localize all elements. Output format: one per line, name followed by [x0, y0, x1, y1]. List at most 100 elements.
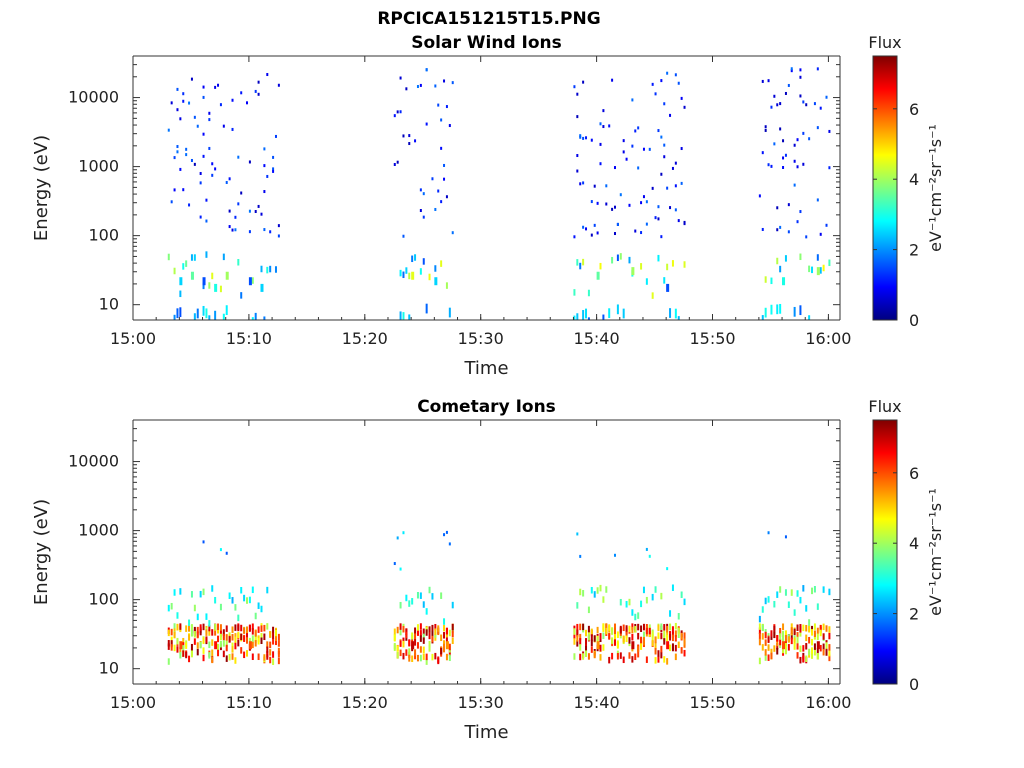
spectrum-cell [669, 623, 672, 631]
spectrum-cell [602, 644, 605, 651]
spectrum-cell [225, 655, 228, 662]
spectrum-cell [396, 645, 399, 652]
spectrum-cell [396, 160, 399, 164]
spectrum-cell [593, 635, 596, 642]
spectrum-cell [657, 656, 660, 663]
data-layer [167, 530, 831, 665]
spectrum-cell [764, 276, 767, 283]
spectrum-cell [582, 310, 585, 320]
spectrum-cell [799, 624, 802, 631]
spectrum-cell [234, 657, 237, 664]
spectrum-cell [211, 656, 214, 664]
spectrum-cell [170, 602, 173, 610]
spectrum-cell [419, 592, 422, 599]
spectrum-cell [683, 632, 686, 639]
spectrum-cell [222, 633, 225, 641]
spectrum-cell [799, 305, 802, 316]
spectrum-cell [808, 636, 811, 644]
spectrum-cell [663, 155, 666, 159]
spectrum-cell [605, 202, 608, 206]
spectrum-cell [590, 200, 593, 204]
spectrum-cell [645, 278, 648, 285]
cluster-3 [758, 67, 831, 320]
data-cell [411, 641, 415, 650]
spectrum-cell [637, 632, 640, 640]
spectrum-cell [434, 652, 437, 660]
spectrum-cell [396, 536, 399, 540]
spectrum-cell [246, 597, 249, 604]
spectrum-cell [228, 209, 231, 213]
spectrum-cell [272, 651, 275, 658]
spectrum-cell [231, 597, 234, 604]
spectrum-cell [243, 627, 246, 634]
spectrum-cell [674, 653, 677, 661]
spectrum-cell [813, 623, 816, 630]
spectrum-cell [596, 636, 599, 644]
spectrum-cell [193, 631, 196, 638]
spectrum-cell [651, 639, 654, 647]
spectrum-cell [182, 637, 185, 645]
spectrum-cell [443, 632, 446, 639]
spectrum-cell [419, 268, 422, 275]
spectrum-cell [683, 649, 686, 657]
spectrum-cell [205, 198, 208, 202]
spectrum-cell [193, 638, 196, 645]
spectrum-cell [176, 646, 179, 653]
spectrum-cell [199, 171, 202, 175]
spectrum-cell [185, 153, 188, 157]
spectrum-cell [176, 623, 179, 631]
spectrum-cell [784, 255, 787, 262]
spectrum-cell [587, 289, 590, 297]
spectrum-cell [399, 649, 402, 657]
spectrum-cell [796, 590, 799, 597]
spectrum-cell [196, 648, 199, 656]
spectrum-cell [761, 633, 764, 640]
spectrum-cell [634, 229, 637, 233]
spectrum-cell [399, 623, 402, 630]
spectrum-cell [613, 205, 616, 209]
spectrum-cell [764, 128, 767, 132]
spectrum-cell [399, 269, 402, 277]
spectrum-cell [199, 590, 202, 598]
spectrum-cell [767, 644, 770, 651]
spectrum-cell [660, 79, 663, 83]
spectrum-cell [582, 181, 585, 185]
spectrum-cell [579, 134, 582, 138]
spectrum-cell [448, 307, 451, 318]
spectrum-cell [761, 315, 764, 320]
spectrum-cell [251, 635, 254, 642]
colorbar: 0 2 4 6 Flux eV⁻¹cm⁻²sr⁻¹s⁻¹ [868, 33, 945, 330]
spectrum-cell [805, 643, 808, 650]
spectrum-cell [784, 589, 787, 596]
spectrum-cell [811, 587, 814, 595]
spectrum-cell [208, 620, 211, 627]
spectrum-cell [199, 624, 202, 631]
spectrum-cell [269, 649, 272, 656]
spectrum-cell [790, 623, 793, 630]
spectrum-cell [576, 532, 579, 536]
spectrum-cell [170, 644, 173, 651]
spectrum-cell [185, 147, 188, 151]
spectrum-cell [790, 69, 793, 73]
spectrum-cell [277, 633, 280, 641]
spectrum-cell [784, 639, 787, 646]
spectrum-cell [663, 143, 666, 147]
spectrum-cell [680, 647, 683, 654]
spectrum-cell [402, 234, 405, 238]
spectrum-cell [414, 649, 417, 656]
spectrum-cell [214, 310, 217, 320]
spectrum-cell [443, 643, 446, 651]
spectrum-cell [251, 628, 254, 635]
spectrum-cell [573, 632, 576, 639]
spectrum-cell [193, 115, 196, 119]
spectrum-cell [428, 586, 431, 594]
spectrum-cell [211, 173, 214, 177]
spectrum-cell [764, 639, 767, 646]
spectrum-cell [669, 113, 672, 117]
spectrum-cell [272, 658, 275, 665]
spectrum-cell [428, 632, 431, 640]
spectrum-cell [269, 631, 272, 638]
spectrum-cell [642, 638, 645, 646]
spectrum-cell [170, 101, 173, 105]
spectrum-cell [770, 648, 773, 656]
